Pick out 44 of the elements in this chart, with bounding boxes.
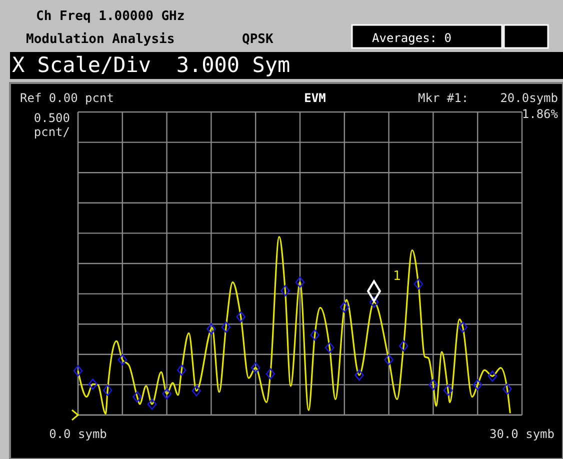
point <box>221 321 231 333</box>
point <box>176 364 186 376</box>
point <box>88 378 98 390</box>
point <box>458 321 468 333</box>
point <box>443 384 453 396</box>
chart-title: EVM <box>304 91 326 105</box>
text: X Scale/Div 3.000 Sym <box>12 53 290 77</box>
point <box>162 388 172 400</box>
point <box>428 379 438 390</box>
text: Ch Freq 1.00000 GHz <box>36 9 185 24</box>
point <box>250 362 260 374</box>
x-tick-label: 0.0 symb <box>49 427 107 441</box>
point <box>280 285 290 296</box>
text: 0.500 pcnt/ <box>34 111 70 139</box>
point <box>118 354 128 366</box>
point <box>354 369 364 381</box>
text: Ref 0.00 pcnt <box>20 91 114 105</box>
point <box>206 323 216 335</box>
point <box>236 311 246 322</box>
point <box>398 340 408 352</box>
point <box>102 384 112 396</box>
text: Averages: 0 <box>372 31 452 45</box>
point <box>502 383 512 395</box>
point <box>310 329 320 341</box>
point <box>472 379 482 390</box>
text: 1.86% <box>522 107 559 121</box>
x-tick-label: 30.0 symb <box>489 427 555 441</box>
text: QPSK <box>242 32 274 47</box>
annotation: 1 <box>393 269 401 284</box>
point <box>192 385 202 396</box>
text: Mkr #1: <box>418 91 469 105</box>
point <box>266 368 276 380</box>
point <box>340 302 350 313</box>
text: Modulation Analysis <box>26 32 175 47</box>
point <box>414 278 424 290</box>
point <box>488 370 498 382</box>
point <box>324 342 334 354</box>
point <box>73 365 83 376</box>
point <box>147 398 157 410</box>
text: 20.0symb <box>500 91 558 105</box>
point <box>295 276 305 288</box>
point <box>369 296 379 308</box>
point <box>132 391 142 402</box>
point <box>384 354 394 366</box>
